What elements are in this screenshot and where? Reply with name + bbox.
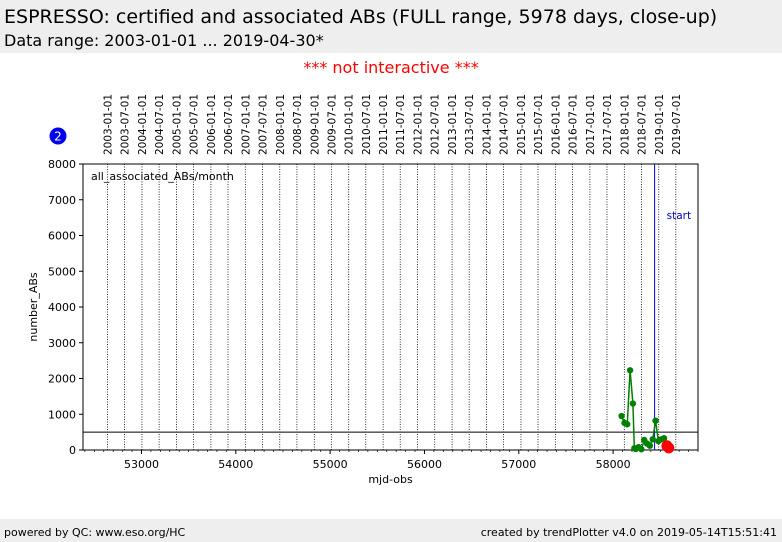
x-tick-label: 56000 <box>407 458 442 471</box>
y-tick-label: 6000 <box>48 230 76 243</box>
header-bar: ESPRESSO: certified and associated ABs (… <box>0 0 782 53</box>
not-interactive-notice: *** not interactive *** <box>303 58 479 77</box>
footer-created-by: created by trendPlotter v4.0 on 2019-05-… <box>480 526 777 539</box>
date-tick-label: 2012-01-01 <box>413 94 425 155</box>
data-point <box>624 421 631 428</box>
date-tick-label: 2014-01-01 <box>482 94 494 155</box>
date-tick-label: 2016-01-01 <box>550 94 562 155</box>
date-tick-label: 2008-07-01 <box>292 94 304 155</box>
y-tick-label: 0 <box>69 444 76 457</box>
date-tick-label: 2005-01-01 <box>171 94 183 155</box>
date-tick-label: 2019-07-01 <box>671 94 683 155</box>
date-tick-label: 2010-07-01 <box>361 94 373 155</box>
data-point <box>618 412 625 420</box>
date-tick-label: 2007-01-01 <box>240 94 252 155</box>
x-tick-label: 55000 <box>313 458 348 471</box>
y-tick-label: 3000 <box>48 337 76 350</box>
date-tick-label: 2017-07-01 <box>602 94 614 155</box>
x-tick-label: 53000 <box>124 458 159 471</box>
plot-frame <box>82 163 699 451</box>
date-tick-label: 2013-07-01 <box>464 94 476 155</box>
date-tick-label: 2005-07-01 <box>189 94 201 155</box>
date-tick-label: 2019-01-01 <box>654 94 666 155</box>
date-tick-label: 2006-07-01 <box>223 94 235 155</box>
date-tick-label: 2006-01-01 <box>206 94 218 155</box>
data-point <box>626 367 634 374</box>
x-tick-label: 57000 <box>501 458 536 471</box>
data-point <box>660 435 668 442</box>
date-tick-label: 2018-01-01 <box>619 94 631 155</box>
date-tick-label: 2014-07-01 <box>499 94 511 155</box>
y-tick-label: 5000 <box>48 265 76 278</box>
date-tick-label: 2017-01-01 <box>585 94 597 155</box>
y-tick-label: 4000 <box>48 301 76 314</box>
footer-credit: powered by QC: www.eso.org/HC <box>4 526 186 539</box>
date-tick-label: 2015-07-01 <box>533 94 545 155</box>
date-tick-label: 2011-07-01 <box>395 94 407 155</box>
data-point <box>649 436 656 443</box>
y-tick-label: 1000 <box>48 408 76 421</box>
data-range-subtitle: Data range: 2003-01-01 ... 2019-04-30* <box>4 31 324 50</box>
data-point <box>652 417 659 424</box>
badge-number: 2 <box>54 130 62 144</box>
footer-bar: powered by QC: www.eso.org/HC created by… <box>0 519 782 542</box>
page-title: ESPRESSO: certified and associated ABs (… <box>4 6 718 28</box>
y-axis-label: number_ABs <box>27 272 40 342</box>
date-tick-label: 2003-01-01 <box>103 94 115 155</box>
date-tick-label: 2008-01-01 <box>275 94 287 155</box>
date-tick-label: 2012-07-01 <box>430 94 442 155</box>
y-tick-label: 8000 <box>48 158 76 171</box>
legend-label: all_associated_ABs/month <box>91 170 234 183</box>
date-tick-label: 2013-01-01 <box>447 94 459 155</box>
data-point <box>629 400 637 407</box>
date-tick-label: 2004-01-01 <box>137 94 149 155</box>
data-point <box>646 442 654 449</box>
date-tick-label: 2018-07-01 <box>636 94 648 155</box>
date-tick-label: 2011-01-01 <box>378 94 390 155</box>
y-tick-label: 2000 <box>48 373 76 386</box>
highlight-point <box>663 442 675 454</box>
date-tick-label: 2010-01-01 <box>344 94 356 155</box>
y-tick-label: 7000 <box>48 194 76 207</box>
date-tick-label: 2007-07-01 <box>257 94 269 155</box>
start-annotation: start <box>667 210 691 222</box>
date-tick-label: 2004-07-01 <box>154 94 166 155</box>
x-axis-label: mjd-obs <box>368 473 413 486</box>
date-tick-label: 2009-01-01 <box>309 94 321 155</box>
date-tick-label: 2003-07-01 <box>120 94 132 155</box>
date-tick-label: 2009-07-01 <box>326 94 338 155</box>
date-tick-label: 2015-01-01 <box>516 94 528 155</box>
data-point <box>638 446 645 453</box>
badge-circle <box>49 127 67 145</box>
x-tick-label: 54000 <box>218 458 253 471</box>
x-tick-label: 58000 <box>596 458 631 471</box>
trend-chart: 2003-01-01 2003-07-01 2004-01-01 2004-07-01… <box>27 94 699 486</box>
date-tick-label: 2016-07-01 <box>568 94 580 155</box>
